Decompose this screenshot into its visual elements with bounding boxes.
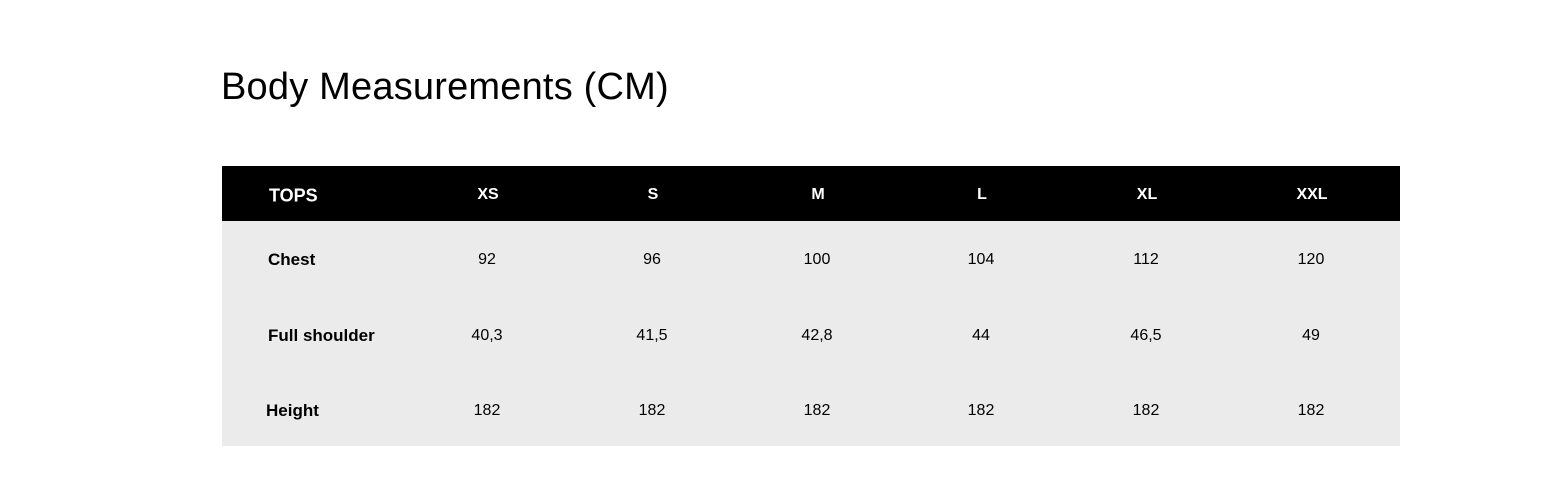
table-cell: 182 xyxy=(1297,402,1325,419)
table-cell: 112 xyxy=(1133,251,1159,268)
table-cell: 104 xyxy=(967,251,995,268)
table-cell: 46,5 xyxy=(1130,327,1162,344)
table-cell: 44 xyxy=(972,327,990,344)
table-cell: 96 xyxy=(643,251,661,268)
size-table: TOPS XS S M L XL XXL Chest 92 96 100 104 112 120 Ful… xyxy=(222,166,1400,446)
header-size-l: L xyxy=(977,186,987,203)
table-cell: 100 xyxy=(803,251,831,268)
header-tops: TOPS xyxy=(269,185,318,206)
header-size-m: M xyxy=(811,186,825,203)
page-title: Body Measurements (CM) xyxy=(221,66,669,108)
header-size-xxl: XXL xyxy=(1296,186,1328,203)
table-cell: 182 xyxy=(473,402,501,419)
table-cell: 182 xyxy=(803,402,831,419)
row-label: Full shoulder xyxy=(268,326,375,345)
header-size-xs: XS xyxy=(477,186,499,203)
table-cell: 182 xyxy=(638,402,666,419)
table-header: TOPS XS S M L XL XXL xyxy=(222,166,1400,221)
table-cell: 182 xyxy=(1132,402,1160,419)
header-size-xl: XL xyxy=(1136,186,1158,203)
table-cell: 42,8 xyxy=(801,327,833,344)
table-cell: 120 xyxy=(1297,251,1325,268)
table-cell: 49 xyxy=(1302,327,1320,344)
row-label: Chest xyxy=(268,250,316,269)
table-cell: 41,5 xyxy=(636,327,668,344)
header-size-s: S xyxy=(647,186,659,203)
row-label: Height xyxy=(266,401,319,420)
table-cell: 92 xyxy=(478,251,496,268)
table-cell: 182 xyxy=(967,402,995,419)
table-cell: 40,3 xyxy=(471,327,503,344)
